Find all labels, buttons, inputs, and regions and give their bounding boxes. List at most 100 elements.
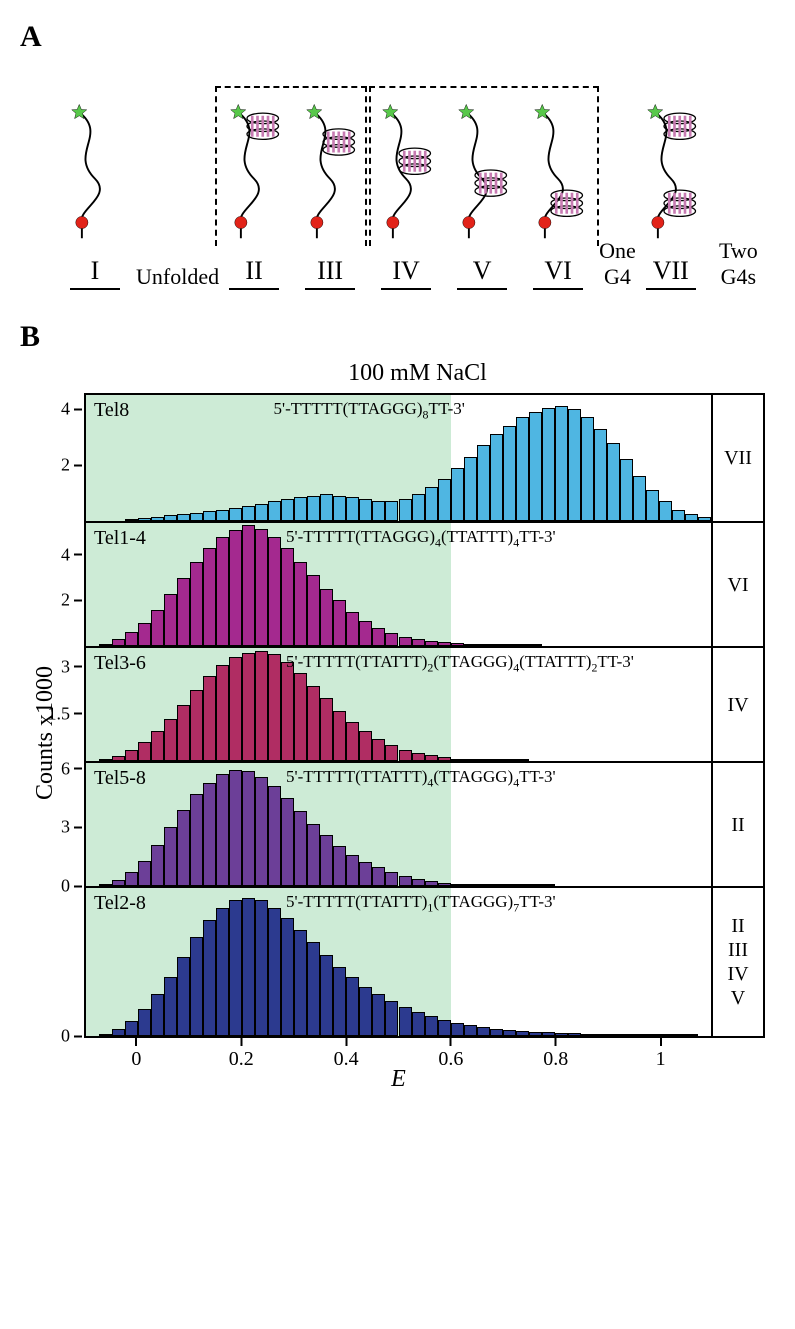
bar (633, 1034, 646, 1036)
right-label: II (731, 813, 744, 837)
bar (281, 499, 294, 521)
g4-icon (323, 129, 355, 155)
strand (79, 112, 100, 222)
bar (438, 883, 451, 886)
bar (190, 562, 203, 646)
bar (464, 759, 477, 761)
bar (425, 755, 438, 761)
diagram-group-1: IUnfolded (60, 90, 219, 290)
bar (399, 499, 412, 521)
right-labels-Tel5-8: II (713, 763, 765, 888)
right-label: IV (727, 962, 748, 986)
bar (490, 884, 503, 886)
bar (255, 651, 268, 761)
bar (203, 548, 216, 646)
xtick: 0.6 (438, 1038, 463, 1071)
bar (242, 653, 255, 761)
state-II: II (219, 90, 289, 290)
bar (112, 1029, 125, 1036)
bar (268, 501, 281, 521)
schematic-III (295, 90, 365, 250)
row-name-Tel2-8: Tel2-8 (94, 892, 146, 915)
roman-V: V (457, 256, 507, 290)
bar (125, 1021, 138, 1036)
sequence-label-Tel8: 5'-TTTTT(TTAGGG)8TT-3' (274, 399, 465, 422)
bar (138, 518, 151, 521)
right-label: IV (727, 693, 748, 717)
bar (255, 529, 268, 646)
bar (125, 519, 138, 521)
plot-Tel3-6: Tel3-65'-TTTTT(TTATTT)2(TTAGGG)4(TTATTT)… (86, 648, 713, 763)
bar (372, 867, 385, 886)
bar (581, 1034, 594, 1036)
acceptor-circle-icon (387, 216, 399, 228)
bar (425, 641, 438, 646)
bar (138, 742, 151, 761)
hist-row-Tel8: Tel85'-TTTTT(TTAGGG)8TT-3'24VII (86, 393, 765, 523)
bar (125, 872, 138, 886)
category-One-G4: One G4 (599, 236, 636, 290)
bar (333, 711, 346, 761)
plot-Tel1-4: Tel1-45'-TTTTT(TTAGGG)4(TTATTT)4TT-3'24 (86, 523, 713, 648)
bar (490, 434, 503, 521)
bar (216, 665, 229, 761)
plot-Tel8: Tel85'-TTTTT(TTAGGG)8TT-3'24 (86, 393, 713, 523)
bar (281, 798, 294, 886)
bar (203, 676, 216, 761)
state-VII: VII (636, 90, 706, 290)
bar (594, 429, 607, 521)
bar (503, 426, 516, 521)
bar (503, 759, 516, 761)
bar (464, 644, 477, 646)
bar (177, 578, 190, 646)
acceptor-circle-icon (652, 216, 664, 228)
bar (216, 510, 229, 521)
bar (620, 1034, 633, 1036)
bar (464, 457, 477, 521)
bar (216, 774, 229, 886)
bar (529, 412, 542, 521)
ytick: 3 (34, 656, 82, 677)
state-VI: VI (523, 90, 593, 290)
bar (307, 496, 320, 521)
strand (466, 112, 487, 222)
bar (138, 1009, 151, 1036)
bar (203, 511, 216, 521)
bar (242, 898, 255, 1036)
bar (385, 872, 398, 886)
bar (190, 937, 203, 1036)
bar (190, 794, 203, 886)
bar (294, 930, 307, 1036)
bar (229, 900, 242, 1036)
bar (333, 967, 346, 1036)
bar (151, 517, 164, 521)
bar (307, 942, 320, 1036)
diagram-group-3: VIITwo G4s (636, 90, 765, 290)
bar (164, 515, 177, 521)
bar (490, 644, 503, 646)
bar (542, 1032, 555, 1036)
bar (99, 884, 112, 886)
bar (346, 722, 359, 761)
bar (255, 504, 268, 521)
bar (477, 644, 490, 646)
bar (164, 719, 177, 761)
bar (177, 957, 190, 1036)
bar (425, 881, 438, 886)
row-name-Tel8: Tel8 (94, 399, 129, 422)
schematic-IV (371, 90, 441, 250)
bar (359, 621, 372, 646)
bar (399, 1007, 412, 1036)
xtick: 0.2 (229, 1038, 254, 1071)
bar (412, 753, 425, 761)
bar (451, 759, 464, 762)
bar (125, 632, 138, 646)
bar (151, 610, 164, 646)
bar (555, 1033, 568, 1036)
bar (529, 644, 542, 646)
state-III: III (295, 90, 365, 290)
bar (216, 908, 229, 1036)
bar (229, 657, 242, 761)
hist-row-Tel1-4: Tel1-45'-TTTTT(TTAGGG)4(TTATTT)4TT-3'24V… (86, 523, 765, 648)
bar (294, 497, 307, 521)
